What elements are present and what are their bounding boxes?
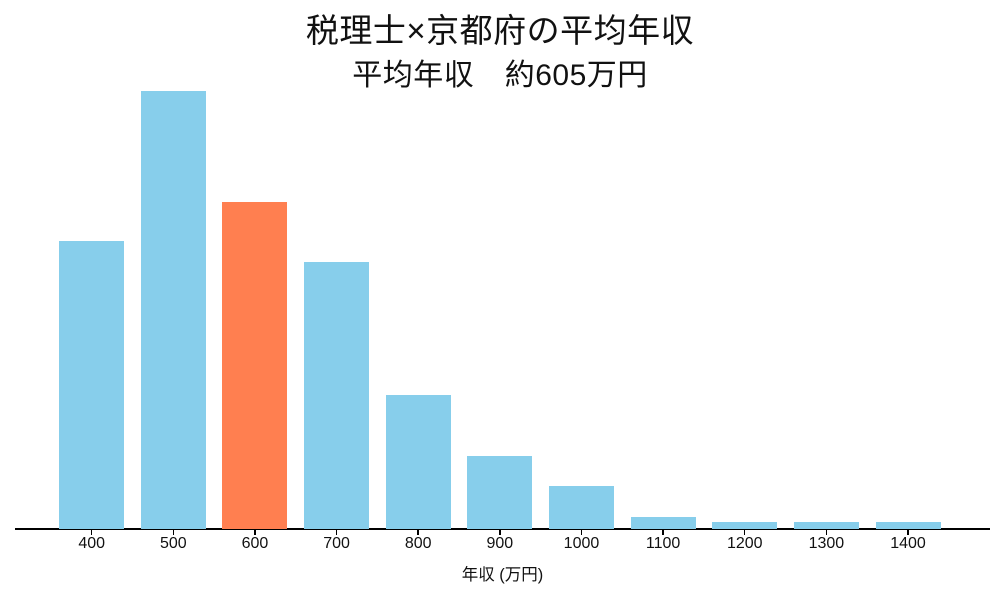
- x-tick-label: 400: [78, 535, 106, 552]
- x-tick-label: 1300: [808, 535, 845, 552]
- x-axis-tick: [907, 530, 909, 535]
- bar: [793, 521, 859, 529]
- bar: [140, 91, 206, 529]
- x-axis-tick: [90, 530, 93, 535]
- x-tick-label: 1100: [645, 535, 681, 552]
- bar: [548, 486, 614, 529]
- x-axis-tick: [743, 530, 746, 535]
- bar: [630, 516, 696, 529]
- x-axis-tick: [417, 530, 419, 535]
- bar: [875, 521, 941, 529]
- x-axis-tick: [499, 530, 501, 535]
- x-tick-label: 600: [241, 535, 269, 552]
- bar: [712, 521, 778, 529]
- x-axis-tick: [662, 530, 664, 535]
- x-tick-label: 500: [159, 535, 187, 552]
- chart-title: 税理士×京都府の平均年収: [305, 12, 695, 49]
- x-tick-label: 900: [486, 535, 514, 552]
- x-tick-label: 1000: [563, 535, 600, 552]
- bar: [59, 240, 125, 529]
- bar: [304, 261, 370, 529]
- x-axis-line: [15, 528, 990, 530]
- chart-subtitle: 平均年収 約605万円: [352, 59, 648, 92]
- bar: [467, 455, 533, 529]
- x-axis-tick: [580, 530, 583, 535]
- bar: [385, 395, 451, 529]
- x-axis-tick: [335, 530, 338, 535]
- bar-highlighted: [222, 201, 288, 529]
- x-tick-label: 1200: [726, 535, 763, 552]
- x-tick-label: 700: [323, 535, 350, 552]
- x-axis-tick: [254, 530, 256, 535]
- x-axis-label: 年収 (万円): [461, 566, 544, 584]
- x-axis-tick: [825, 530, 828, 535]
- x-axis-tick: [172, 530, 175, 535]
- x-tick-label: 800: [404, 535, 432, 552]
- x-tick-label: 1400: [890, 535, 926, 552]
